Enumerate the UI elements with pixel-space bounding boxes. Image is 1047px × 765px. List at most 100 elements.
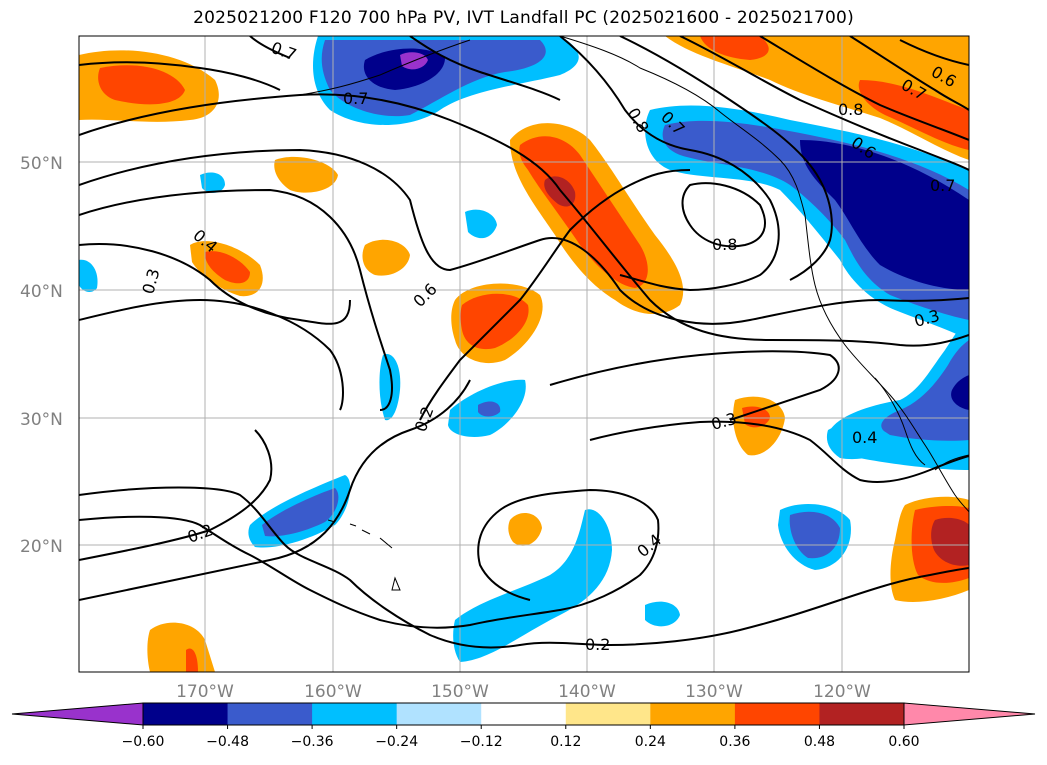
coastline-mexico	[934, 454, 969, 471]
contour-label: 0.2	[585, 635, 610, 654]
lat-label: 50°N	[20, 154, 63, 174]
contour-line-1	[79, 93, 969, 347]
coastlines	[299, 36, 969, 591]
colorbar-frame	[142, 702, 905, 726]
colorbar-bin	[650, 703, 736, 725]
negative-anomaly-se-core	[951, 375, 969, 410]
positive-anomaly-small-6-core	[186, 648, 198, 672]
negative-anomaly-se-mid	[881, 340, 969, 441]
contour-label: 0.8	[712, 235, 737, 254]
contour-line-4	[79, 243, 351, 325]
contour-line-20	[249, 36, 291, 59]
colorbar-swatches	[143, 703, 905, 725]
contour-line-11	[559, 36, 780, 292]
lon-label: 140°W	[558, 682, 616, 702]
coastline-baja	[874, 377, 926, 466]
contour-line-16	[849, 36, 969, 111]
colorbar-tick-label: 0.48	[804, 734, 835, 750]
positive-anomaly-small-1	[274, 156, 338, 193]
positive-anomaly-small-3	[362, 239, 410, 276]
negative-anomaly-small-1	[200, 172, 225, 193]
negative-anomaly-small-8	[826, 424, 895, 460]
contour-line-3	[79, 188, 393, 411]
negative-anomaly-small-3	[79, 259, 98, 292]
colorbar-tick-label: −0.36	[291, 734, 334, 750]
longitude-labels: 170°W 160°W 150°W 140°W 130°W 120°W	[176, 682, 871, 702]
lat-label: 20°N	[20, 537, 63, 557]
lon-label: 160°W	[304, 682, 362, 702]
contour-line-10	[419, 169, 691, 421]
positive-anomaly-ne-top	[700, 36, 769, 60]
colorbar-tick-label: −0.60	[122, 734, 165, 750]
negative-anomaly-small-7	[645, 601, 680, 627]
negative-anomaly-small-5-core	[478, 401, 501, 417]
lat-label: 30°N	[20, 410, 63, 430]
positive-anomaly-ne-core	[858, 80, 969, 150]
contour-line-9	[79, 379, 471, 601]
contour-line-6	[79, 486, 969, 649]
colorbar-tick-label: −0.12	[460, 734, 503, 750]
colorbar-bin	[396, 703, 482, 725]
contour-label: 0.8	[838, 100, 863, 119]
positive-anomaly-central-streak-mid	[519, 136, 648, 288]
contour-line-13	[619, 36, 833, 281]
contour-line-12	[681, 182, 766, 248]
pv-shading	[79, 36, 969, 672]
colorbar-bin	[565, 703, 651, 725]
contour-label: 0.7	[930, 176, 955, 195]
lon-label: 130°W	[685, 682, 743, 702]
contour-line-22	[409, 36, 561, 101]
positive-anomaly-small-5	[508, 513, 542, 546]
hawaii-islands	[327, 519, 401, 591]
positive-anomaly-small-2-core	[204, 251, 250, 284]
positive-anomaly-small-4-core	[742, 406, 770, 428]
colorbar-tick-label: −0.48	[206, 734, 249, 750]
lat-label: 40°N	[20, 282, 63, 302]
colorbar-bin	[143, 703, 229, 725]
contour-line-19	[589, 420, 969, 483]
colorbar-tick-label: 0.12	[550, 734, 581, 750]
map-frame	[78, 35, 970, 673]
colorbar-tick-label: 0.36	[719, 734, 750, 750]
coastline-alaska	[299, 36, 806, 216]
positive-anomaly-se-core	[931, 517, 969, 566]
contour-line-8	[79, 429, 273, 561]
contour-line-7	[79, 488, 660, 629]
colorbar-extend-max	[903, 702, 1036, 726]
negative-anomaly-hawaii-core	[262, 488, 339, 537]
colorbar-tick-label: −0.24	[375, 734, 418, 750]
colorbar-bin	[819, 703, 905, 725]
contour-line-18	[549, 350, 840, 421]
lon-label: 150°W	[431, 682, 489, 702]
colorbar-tick-label: 0.60	[888, 734, 919, 750]
latitude-labels: 50°N 40°N 30°N 20°N	[20, 154, 63, 557]
colorbar-bin	[312, 703, 398, 725]
colorbar-tick-label: 0.24	[635, 734, 666, 750]
contour-line-17	[899, 39, 969, 66]
negative-anomaly-small-4	[379, 354, 401, 421]
contour-line-5	[79, 298, 344, 411]
contour-label: 0.7	[343, 89, 368, 108]
colorbar: −0.60 −0.48 −0.36 −0.24 −0.12 0.12 0.24 0.36 0.4…	[11, 702, 1036, 750]
negative-anomaly-south-band	[453, 509, 612, 662]
contour-line-2	[79, 148, 969, 325]
lon-label: 120°W	[813, 682, 871, 702]
map-title: 2025021200 F120 700 hPa PV, IVT Landfall…	[193, 8, 854, 28]
contour-lines	[79, 36, 969, 649]
colorbar-bin	[227, 703, 313, 725]
contour-line-14	[679, 36, 969, 171]
colorbar-bin	[734, 703, 820, 725]
contour-line-15	[759, 36, 969, 141]
lon-label: 170°W	[176, 682, 234, 702]
colorbar-extend-min	[11, 702, 144, 726]
coastline-west-us	[804, 214, 969, 513]
negative-anomaly-small-6-core	[789, 511, 840, 559]
negative-anomaly-small-2	[465, 209, 497, 239]
colorbar-ticks: −0.60 −0.48 −0.36 −0.24 −0.12 0.12 0.24 0.36 0.4…	[122, 725, 920, 750]
positive-anomaly-nw-core	[98, 65, 185, 105]
colorbar-bin	[481, 703, 567, 725]
positive-anomaly-ne	[665, 36, 969, 160]
positive-anomaly-small-6	[147, 622, 215, 672]
contour-label: 0.4	[852, 428, 877, 447]
